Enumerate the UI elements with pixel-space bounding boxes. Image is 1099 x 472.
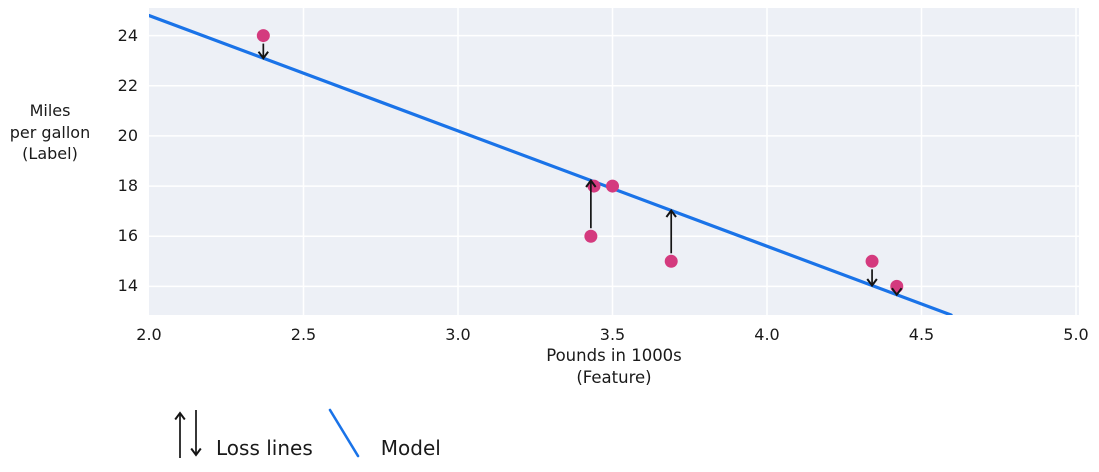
legend: Loss lines Model: [170, 406, 441, 462]
x-tick-label: 2.5: [290, 325, 317, 344]
y-tick-label: 22: [117, 75, 138, 95]
data-point: [584, 229, 598, 243]
x-tick-label: 3.5: [599, 325, 626, 344]
x-tick-label: 4.5: [908, 325, 935, 344]
model-line: [149, 13, 953, 315]
legend-model-label: Model: [380, 436, 441, 460]
y-tick-label: 16: [117, 226, 138, 246]
plot-area: [149, 8, 1079, 315]
x-tick-label: 2.0: [136, 325, 162, 344]
plot-canvas: [149, 8, 1079, 315]
data-point: [587, 179, 601, 193]
x-axis-title-line1: Pounds in 1000s: [546, 346, 682, 365]
model-line-icon: [328, 408, 360, 458]
legend-loss-lines-label: Loss lines: [216, 436, 313, 460]
loss-lines-icon: [174, 410, 202, 458]
x-tick-label: 5.0: [1063, 325, 1089, 344]
y-axis-title-line1: Miles: [29, 101, 71, 120]
data-point: [256, 29, 270, 43]
y-axis-title-line2: per gallon: [9, 122, 91, 142]
y-tick-label: 24: [117, 25, 138, 45]
data-point: [664, 254, 678, 268]
y-tick-label: 14: [117, 276, 138, 296]
y-tick-label: 18: [117, 176, 138, 196]
data-point: [865, 254, 879, 268]
x-tick-label: 4.0: [754, 325, 780, 344]
x-axis-title-line2: (Feature): [576, 368, 652, 387]
data-point: [890, 279, 904, 293]
y-tick-label: 20: [117, 125, 138, 145]
data-point: [606, 179, 619, 193]
y-axis-title-line3: (Label): [22, 144, 78, 163]
legend-model-line: [328, 408, 360, 458]
x-axis-title: Pounds in 1000s (Feature): [149, 345, 1079, 389]
y-axis-title: Miles per gallon (Label): [1, 100, 99, 165]
x-tick-label: 3.0: [445, 325, 471, 344]
